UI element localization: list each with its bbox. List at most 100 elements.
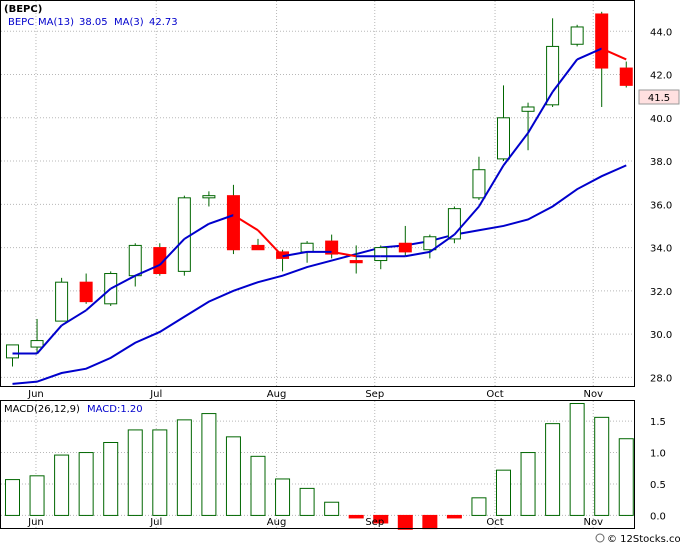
macd-month-label: Oct [486,517,503,528]
ma3-segment [183,222,210,240]
macd-legend-value: MACD:1.20 [87,404,143,415]
ticker-title: (BEPC) [4,4,42,15]
ma3-segment [429,233,455,253]
macd-legend-label: MACD(26,12,9) [4,404,80,415]
candle [521,102,535,151]
candle-body [521,106,535,112]
macd-month-label: Jun [27,517,44,528]
macd-bar [373,514,389,524]
price-tick-label: 38.0 [650,157,672,168]
candle-body [6,344,19,359]
price-tick-label: 42.0 [650,71,672,82]
macd-bar [275,478,291,516]
candle-body [398,242,412,253]
macd-bars [5,403,634,530]
macd-bar [348,514,364,519]
candle [226,184,240,255]
macd-bar [471,497,487,516]
ma3-segment [405,250,431,258]
macd-tick-label: 1.5 [650,417,666,428]
series-legend: BEPC [8,17,34,28]
candle-body [570,26,584,45]
price-tick-label: 30.0 [650,330,672,341]
candle-body [325,240,339,255]
candle-body [79,281,93,303]
macd-axis: 0.0 0.5 1.0 1.5 [650,417,666,522]
price-month-label: Oct [486,389,503,400]
ma3-segment [502,132,529,166]
ma3-segment [576,47,603,61]
ma3-segment [110,274,136,290]
macd-bar [594,416,610,516]
ma3-segment [478,164,505,207]
price-tick-label: 34.0 [650,244,672,255]
candle [349,245,363,274]
price-panel-frame [0,0,635,387]
macd-bar [152,429,168,516]
price-axis: 28.0 30.0 32.0 34.0 36.0 38.0 40.0 42.0 44.0 [650,27,672,384]
ma13-legend-value: 38.05 [79,17,108,28]
ma3-segment [282,250,308,258]
price-tick-label: 28.0 [650,373,672,384]
price-tick-label: 36.0 [650,200,672,211]
ma3-segment [85,287,112,312]
ma3-legend-value: 42.73 [149,17,178,28]
ma3-segment [134,263,161,277]
macd-month-label: Sep [365,517,384,528]
macd-bar [176,419,192,516]
candle [497,85,510,162]
ma3-segment [453,205,480,236]
macd-bar [618,438,634,516]
price-month-label: Nov [583,389,603,400]
candle [251,238,265,251]
candle [30,318,44,354]
macd-bar [5,479,20,516]
macd-panel-frame [0,400,635,529]
candle [374,245,388,270]
macd-bar [54,454,70,516]
ma3-legend-label: MA(3) [114,17,144,28]
candle [6,344,19,367]
macd-tick-label: 1.0 [650,449,666,460]
macd-bar [201,413,217,516]
ma3-segment [331,250,357,258]
credit-text: © 12Stocks.com [607,534,680,545]
macd-bar [569,403,585,516]
candle-body [595,13,609,69]
candle-body [30,340,44,348]
ma3-line [12,47,627,355]
candle [398,225,412,257]
candle-body [472,169,486,199]
macd-bar [422,514,438,530]
macd-bar [446,514,462,519]
candle [202,191,216,207]
credit: © 12Stocks.com [595,533,680,545]
ma3-segment [551,58,578,93]
candle-body [251,244,265,251]
candle [472,156,486,200]
macd-bar [127,429,143,516]
ma13-line [12,164,627,385]
macd-month-label: Aug [267,517,287,528]
last-price-tag: 41.5 [638,89,680,105]
candle-body [497,117,510,160]
ma13-legend-label: MA(13) [38,17,74,28]
ma3-segment [257,229,284,257]
macd-bar [496,469,511,516]
macd-month-label: Nov [583,517,603,528]
candle-body [226,195,240,251]
macd-month-labels: Jun Jul Aug Sep Oct Nov [27,517,603,528]
ma3-segment [61,309,87,327]
candle-body [55,281,69,322]
candle-body [423,236,437,251]
candle-body [202,195,216,199]
candle [128,243,142,287]
candle [79,273,93,304]
macd-bar [520,452,536,516]
candle-body [374,247,388,262]
macd-bar [545,423,561,516]
ma3-segment [601,47,627,61]
macd-bar [324,501,340,516]
macd-bar [103,441,119,516]
